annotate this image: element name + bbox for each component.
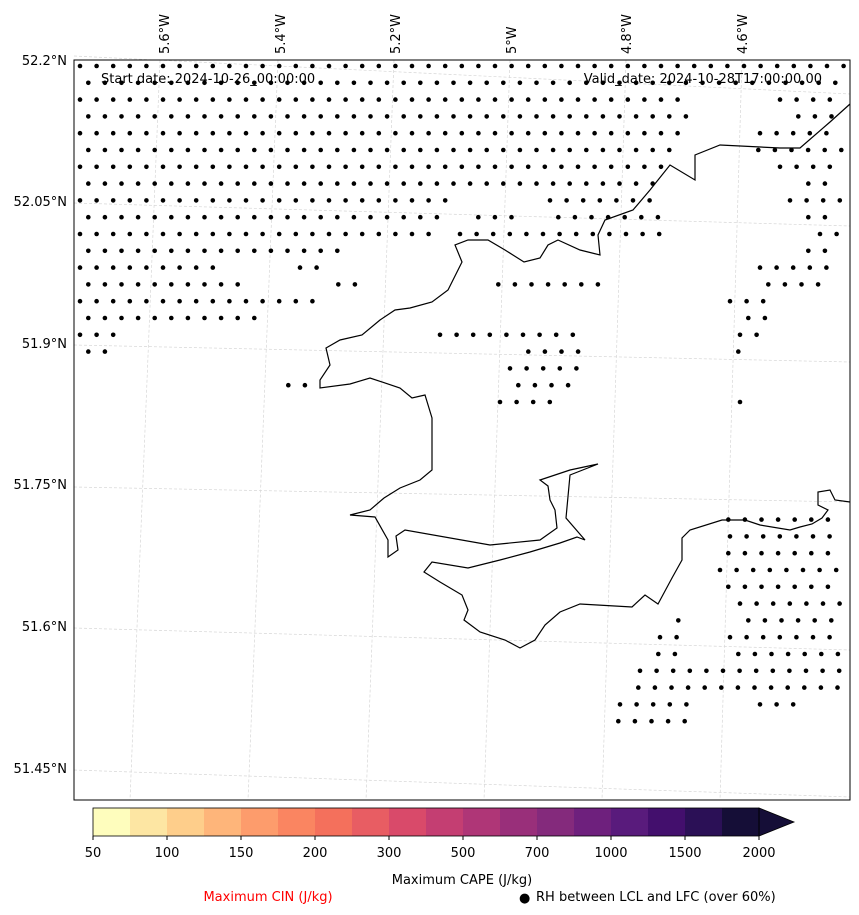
colorbar-frame [92, 807, 760, 837]
coastline [319, 103, 851, 649]
colorbar-segment [315, 808, 353, 836]
colorbar-tick-label: 100 [155, 846, 180, 861]
colorbar-segment [648, 808, 686, 836]
colorbar-segment [722, 808, 760, 836]
colorbar-segment [611, 808, 649, 836]
map-frame [73, 59, 851, 801]
lat-label: 51.75°N [14, 478, 67, 493]
cape-colorbar [92, 807, 796, 837]
colorbar-segment [389, 808, 427, 836]
colorbar-segment [426, 808, 464, 836]
start-date-label: Start date: 2024-10-26_00:00:00 [101, 72, 315, 87]
lon-label: 5.4°W [274, 14, 289, 54]
colorbar-segment [167, 808, 205, 836]
graticule [73, 55, 851, 801]
colorbar-segment [130, 808, 168, 836]
rh-dot-markers [77, 63, 846, 724]
cin-legend-label: Maximum CIN (J/kg) [203, 890, 332, 905]
lat-label: 51.6°N [22, 620, 67, 635]
longitude-labels: 5.6°W 5.4°W 5.2°W 5°W 4.8°W 4.6°W [158, 14, 751, 54]
lon-label: 4.8°W [620, 14, 635, 54]
lat-label: 51.45°N [14, 762, 67, 777]
colorbar-tick-label: 1500 [668, 846, 701, 861]
colorbar-tick-label: 200 [303, 846, 328, 861]
valid-date-label: Valid_date: 2024-10-28T17:00:00.00 [584, 72, 822, 87]
colorbar-segment [204, 808, 242, 836]
colorbar-segment [241, 808, 279, 836]
lon-label: 5.6°W [158, 14, 173, 54]
colorbar-tick-label: 500 [451, 846, 476, 861]
colorbar-tick-label: 1000 [594, 846, 627, 861]
colorbar-segment [463, 808, 501, 836]
colorbar-segment [500, 808, 538, 836]
colorbar-tick-label: 150 [229, 846, 254, 861]
rh-legend-label: RH between LCL and LFC (over 60%) [536, 890, 776, 905]
colorbar-segment [574, 808, 612, 836]
rh-legend-marker: ● [519, 891, 530, 906]
colorbar-segment [278, 808, 316, 836]
colorbar-tick-label: 2000 [742, 846, 775, 861]
colorbar-tick-label: 300 [377, 846, 402, 861]
lon-label: 5.2°W [389, 14, 404, 54]
lat-label: 52.2°N [22, 54, 67, 69]
lon-label: 4.6°W [736, 14, 751, 54]
lat-label: 52.05°N [14, 195, 67, 210]
latitude-labels: 52.2°N 52.05°N 51.9°N 51.75°N 51.6°N 51.… [14, 54, 67, 777]
colorbar-ticks: 50 100 150 200 300 500 700 1000 1500 2000 [85, 836, 776, 861]
lat-label: 51.9°N [22, 337, 67, 352]
colorbar-segment [93, 808, 131, 836]
colorbar-extend-arrow [758, 807, 796, 837]
colorbar-label: Maximum CAPE (J/kg) [392, 873, 532, 888]
colorbar-segment [537, 808, 575, 836]
colorbar-tick-label: 700 [525, 846, 550, 861]
colorbar-segment [685, 808, 723, 836]
lon-label: 5°W [505, 26, 520, 54]
colorbar-segment [352, 808, 390, 836]
colorbar-tick-label: 50 [85, 846, 102, 861]
